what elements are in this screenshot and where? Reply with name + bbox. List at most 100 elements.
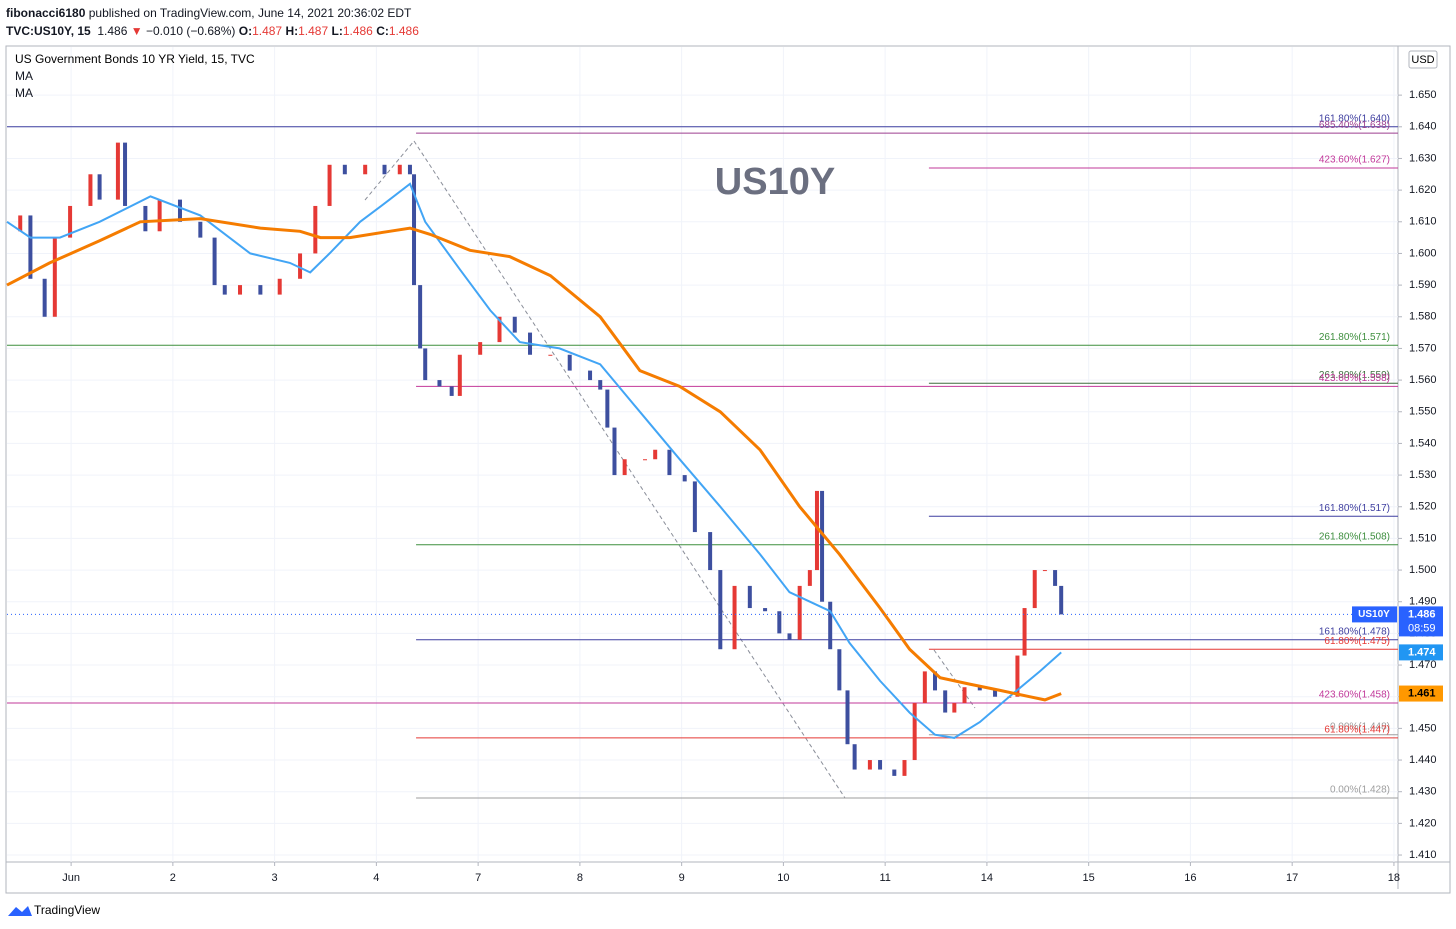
x-tick-label: 15 xyxy=(1083,872,1095,884)
candle xyxy=(845,690,850,745)
candle xyxy=(867,760,872,770)
candle xyxy=(423,348,428,381)
price-tag-timer: 08:59 xyxy=(1408,622,1436,634)
candle xyxy=(878,760,883,770)
moving-averages xyxy=(6,182,1062,739)
candle xyxy=(1022,608,1027,656)
candle xyxy=(692,481,697,533)
y-tick-label: 1.450 xyxy=(1409,722,1437,734)
candle xyxy=(852,744,857,770)
candle xyxy=(382,164,387,175)
level-label: 423.60%(1.627) xyxy=(1319,155,1390,166)
candles xyxy=(18,142,1064,776)
price-tag xyxy=(1399,606,1443,637)
x-tick-label: Jun xyxy=(62,872,80,884)
candle xyxy=(548,354,553,356)
candle xyxy=(993,690,998,697)
y-tick-label: 1.610 xyxy=(1409,216,1437,228)
x-tick-label: 17 xyxy=(1286,872,1298,884)
candle xyxy=(1015,655,1020,697)
candle xyxy=(397,164,402,175)
ohlc-key: C: xyxy=(376,24,389,38)
trend-line xyxy=(933,649,976,709)
y-tick-label: 1.540 xyxy=(1409,437,1437,449)
price-tag-label: 1.461 xyxy=(1408,687,1436,699)
candle xyxy=(52,237,57,317)
x-tick-label: 18 xyxy=(1388,872,1400,884)
currency-box[interactable] xyxy=(1408,50,1438,69)
candle xyxy=(1042,570,1047,572)
candle xyxy=(1032,570,1037,609)
y-tick-label: 1.490 xyxy=(1409,596,1437,608)
ohlc-value: 1.487 xyxy=(298,24,329,38)
y-tick-label: 1.430 xyxy=(1409,786,1437,798)
level-label: 423.60%(1.458) xyxy=(1319,690,1390,701)
candle xyxy=(313,205,318,254)
candle xyxy=(88,174,93,206)
price-tag xyxy=(1399,644,1443,661)
candle xyxy=(18,215,23,232)
candle xyxy=(977,687,982,691)
candle xyxy=(598,380,603,390)
candle xyxy=(277,278,282,295)
currency: USD xyxy=(1411,54,1434,66)
candle xyxy=(449,386,454,396)
symbol-tag xyxy=(1352,606,1397,623)
level-label: 0.00%(1.428) xyxy=(1330,785,1390,796)
candle xyxy=(763,608,768,612)
candle xyxy=(912,703,917,761)
candle xyxy=(42,278,47,317)
candle xyxy=(718,570,723,650)
trend-line xyxy=(413,140,846,799)
footer: TradingView xyxy=(34,903,100,917)
level-label: 261.80%(1.571) xyxy=(1319,332,1390,343)
axes: 1.4101.4201.4301.4401.4501.4601.4701.480… xyxy=(7,89,1443,884)
y-tick-label: 1.580 xyxy=(1409,311,1437,323)
candle xyxy=(943,690,948,713)
candle xyxy=(497,316,502,343)
candle xyxy=(478,342,483,355)
frame xyxy=(5,45,1451,894)
candle xyxy=(807,570,812,586)
candle xyxy=(612,427,617,476)
last: 1.486 xyxy=(97,24,128,38)
candle xyxy=(653,449,658,460)
y-tick-label: 1.510 xyxy=(1409,532,1437,544)
candle xyxy=(837,649,842,691)
candle xyxy=(814,490,819,571)
legend-entry[interactable]: MA xyxy=(15,69,33,83)
level-label: 423.60%(1.558) xyxy=(1319,373,1390,384)
candle xyxy=(97,174,102,200)
candle xyxy=(258,285,263,295)
candle xyxy=(238,285,243,295)
ohlc: O:1.487 H:1.487 L:1.486 C:1.486 xyxy=(239,24,419,38)
x-tick-label: 16 xyxy=(1184,872,1196,884)
level-label: 0.00%(1.448) xyxy=(1330,721,1390,732)
candle xyxy=(682,475,687,482)
legend-entry[interactable]: MA xyxy=(15,86,33,100)
y-tick-label: 1.570 xyxy=(1409,342,1437,354)
x-tick-label: 2 xyxy=(170,872,176,884)
candle xyxy=(567,354,572,371)
level-label: 61.80%(1.475) xyxy=(1324,636,1390,647)
candle xyxy=(143,205,148,232)
candle xyxy=(962,687,967,704)
x-tick-label: 14 xyxy=(981,872,993,884)
candle xyxy=(407,164,412,175)
candle xyxy=(605,389,610,428)
candle xyxy=(327,164,332,206)
candle xyxy=(777,611,782,634)
x-tick-label: 3 xyxy=(272,872,278,884)
x-tick-label: 4 xyxy=(373,872,379,884)
fib-levels: 161.80%(1.640)685.40%(1.638) 423.60%(1.62… xyxy=(7,113,1398,799)
y-tick-label: 1.470 xyxy=(1409,659,1437,671)
header: fibonacci6180 published on TradingView.c… xyxy=(6,4,419,40)
level-label: 61.80%(1.447) xyxy=(1324,725,1390,736)
candle xyxy=(643,459,648,461)
candle xyxy=(820,490,825,602)
legend-title: US Government Bonds 10 YR Yield, 15, TVC xyxy=(15,52,255,66)
candle xyxy=(622,459,627,476)
level-label: 261.80%(1.559) xyxy=(1319,370,1390,381)
y-tick-label: 1.630 xyxy=(1409,152,1437,164)
candle xyxy=(732,585,737,650)
